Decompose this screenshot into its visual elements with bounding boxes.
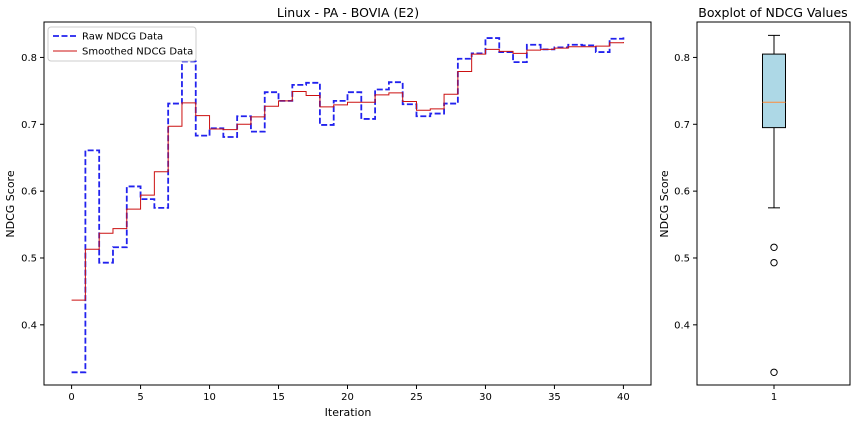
- x-tick-label: 20: [341, 392, 354, 403]
- y-tick-label: 0.7: [674, 120, 690, 131]
- box-iqr: [762, 53, 786, 129]
- boxplot-layer: [762, 34, 786, 376]
- y-tick-label: 0.5: [674, 253, 690, 264]
- outlier-point: [770, 368, 778, 376]
- x-tick-label: 35: [548, 392, 561, 403]
- right-axis-ticks: 0.4 0.5 0.6 0.7 0.8 1: [674, 53, 777, 403]
- y-tick-label: 0.6: [674, 187, 690, 198]
- x-tick-label: 15: [272, 392, 285, 403]
- y-tick-label: 0.4: [674, 320, 690, 331]
- legend-box: [47, 26, 197, 62]
- y-tick-label: 0.7: [21, 120, 37, 131]
- ndcg-line-chart: Linux - PA - BOVIA (E2) 0 5 10 15 20 25 30 35 40…: [4, 5, 652, 419]
- x-tick-label: 30: [479, 392, 492, 403]
- x-tick-label: 5: [137, 392, 143, 403]
- legend-label-smoothed: Smoothed NDCG Data: [82, 47, 193, 58]
- left-series-layer: [71, 37, 625, 374]
- x-tick-label: 10: [203, 392, 216, 403]
- x-tick-label: 40: [617, 392, 630, 403]
- ndcg-boxplot-chart: Boxplot of NDCG Values 0.40.50.60.70.81 …: [658, 5, 851, 403]
- right-y-axis-label: NDCG Score: [658, 170, 671, 237]
- right-axes-frame: [696, 21, 851, 386]
- legend: Raw NDCG Data Smoothed NDCG Data: [47, 26, 197, 62]
- left-axes-frame: [43, 21, 652, 386]
- legend-label-raw: Raw NDCG Data: [82, 32, 163, 43]
- y-tick-label: 0.4: [21, 320, 37, 331]
- outlier-point: [770, 243, 778, 251]
- y-tick-label: 0.8: [21, 53, 37, 64]
- left-axis-ticks: 0 5 10 15 20 25 30 35 40 0.4 0.5 0.6 0.7 0.8: [21, 53, 630, 403]
- raw-ndcg-series: [71, 37, 625, 374]
- x-tick-label: 0: [68, 392, 74, 403]
- y-tick-label: 0.5: [21, 253, 37, 264]
- left-chart-title: Linux - PA - BOVIA (E2): [277, 5, 419, 20]
- right-chart-title: Boxplot of NDCG Values: [698, 5, 847, 20]
- x-tick-label: 25: [410, 392, 423, 403]
- left-y-axis-label: NDCG Score: [4, 170, 17, 237]
- left-x-axis-label: Iteration: [325, 406, 372, 419]
- y-tick-label: 0.8: [674, 53, 690, 64]
- smoothed-ndcg-series: [71, 42, 624, 301]
- outlier-point: [770, 258, 778, 267]
- y-tick-label: 0.6: [21, 187, 37, 198]
- x-tick-label: 1: [771, 392, 777, 403]
